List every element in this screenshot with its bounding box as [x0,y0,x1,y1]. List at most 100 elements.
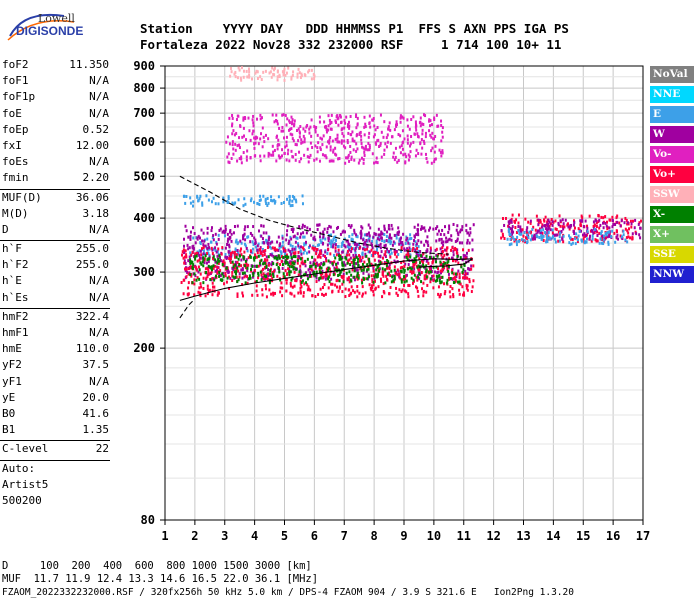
scatter-point [386,266,389,270]
scatter-point [543,219,546,223]
scatter-point [303,261,306,265]
scatter-point [443,266,446,270]
scatter-point [299,235,302,239]
param-key: hmE [2,342,22,356]
scatter-point [293,234,296,238]
scatter-point [380,250,383,254]
scatter-point [260,278,263,282]
scatter-point [290,122,293,126]
scatter-point [372,135,375,139]
scatter-point [304,129,307,133]
scatter-point [346,277,349,281]
scatter-point [269,253,272,257]
scatter-point [281,148,284,152]
scatter-point [209,240,212,244]
scatter-point [588,214,591,218]
scatter-point [629,219,632,223]
scatter-point [306,155,309,159]
scatter-point [247,235,250,239]
scatter-point [300,285,303,289]
scatter-point [353,258,356,262]
scatter-point [253,146,256,150]
scatter-point [388,233,391,237]
scatter-point [337,123,340,127]
scatter-point [373,124,376,128]
param-key: C-level [2,442,49,456]
scatter-point [597,214,600,218]
scatter-point [432,256,435,260]
y-tick-label: 900 [133,59,155,73]
scatter-point [193,282,196,286]
scatter-point [387,260,390,264]
scatter-point [595,238,598,242]
scatter-point [257,254,260,258]
scatter-point [235,253,238,257]
scatter-point [215,260,218,264]
scatter-point [386,247,389,251]
scatter-point [429,124,432,128]
scatter-point [369,286,372,290]
scatter-point [415,232,418,236]
scatter-point [253,136,256,140]
profile-dashed-line [179,298,196,319]
scatter-point [293,247,296,251]
scatter-point [529,219,532,223]
scatter-point [427,270,430,274]
scatter-point [266,258,269,262]
scatter-point [303,235,306,239]
scatter-point [194,257,197,261]
scatter-point [197,290,200,294]
scatter-point [258,248,261,252]
scatter-point [211,268,214,272]
scatter-point [188,260,191,264]
scatter-point [260,78,263,82]
scatter-point [231,140,234,144]
scatter-point [429,246,432,250]
scatter-point [422,252,425,256]
scatter-point [205,276,208,280]
scatter-point [260,273,263,277]
scatter-point [322,253,325,257]
scatter-point [298,71,301,75]
scatter-point [446,246,449,250]
scatter-point [236,266,239,270]
scatter-point [510,242,513,246]
scatter-point [186,243,189,247]
param-value: N/A [89,155,109,169]
scatter-point [210,270,213,274]
scatter-point [630,222,633,226]
scatter-point [386,272,389,276]
scatter-point [252,121,255,125]
scatter-point [424,256,427,260]
scatter-point [392,240,395,244]
scatter-point [214,258,217,262]
scatter-point [368,260,371,264]
scatter-point [264,259,267,263]
scatter-point [260,116,263,120]
param-value: N/A [89,90,109,104]
scatter-point [471,285,474,289]
scatter-point [198,197,201,201]
scatter-point [410,117,413,121]
scatter-point [234,75,237,79]
scatter-point [302,235,305,239]
scatter-point [222,196,225,200]
scatter-point [207,251,210,255]
scatter-point [427,244,430,248]
scatter-point [291,199,294,203]
scatter-point [452,293,455,297]
scatter-point [285,123,288,127]
scatter-point [432,278,435,282]
scatter-point [248,129,251,133]
scatter-point [440,271,443,275]
scatter-point [319,148,322,152]
scatter-point [247,67,250,71]
scatter-point [341,230,344,234]
scatter-point [332,159,335,163]
scatter-point [354,114,357,118]
scatter-point [544,223,547,227]
scatter-point [438,238,441,242]
scatter-point [316,146,319,150]
x-tick-label: 3 [221,529,228,543]
scatter-point [216,293,219,297]
